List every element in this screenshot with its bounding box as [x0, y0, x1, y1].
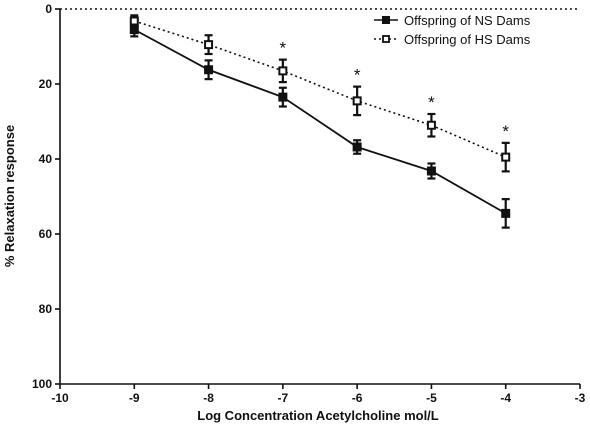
significance-star: * — [502, 122, 509, 141]
x-tick-label: -9 — [129, 391, 140, 405]
y-tick-label: 20 — [39, 77, 53, 91]
x-tick-label: -5 — [426, 391, 437, 405]
significance-star: * — [280, 39, 287, 58]
y-axis-title: % Relaxation response — [2, 125, 17, 267]
data-point — [278, 92, 288, 102]
series-1 — [129, 21, 511, 229]
y-tick-label: 80 — [39, 302, 53, 316]
data-point — [426, 166, 436, 176]
data-point — [352, 142, 362, 152]
significance-star: * — [428, 93, 435, 112]
data-point — [278, 66, 288, 76]
data-point — [501, 152, 511, 162]
significance-star: * — [354, 66, 361, 85]
y-tick-label: 60 — [39, 227, 53, 241]
y-tick-label: 40 — [39, 152, 53, 166]
data-point — [204, 40, 214, 50]
axes: 0 20 40 60 80 100-10 -9 -8 -7 -6 -5 -4 -3 — [32, 2, 586, 405]
data-point — [501, 208, 511, 218]
x-tick-label: -4 — [500, 391, 511, 405]
x-axis-title: Log Concentration Acetylcholine mol/L — [197, 408, 439, 423]
legend-label: Offspring of NS Dams — [404, 13, 531, 28]
annotation-layer: * * * * — [280, 39, 510, 141]
y-tick-label: 0 — [45, 2, 52, 16]
x-tick-label: -10 — [51, 391, 69, 405]
legend-label: Offspring of HS Dams — [404, 32, 531, 47]
series-layer — [129, 14, 511, 229]
legend: Offspring of NS Dams Offspring of HS Dams — [374, 13, 531, 47]
series-line — [133, 28, 507, 215]
x-tick-label: -7 — [278, 391, 289, 405]
data-point — [204, 65, 214, 75]
data-point — [426, 120, 436, 130]
data-point — [129, 16, 139, 26]
legend-item-2: Offspring of HS Dams — [374, 32, 531, 47]
series-2 — [129, 14, 511, 173]
series-line — [134, 20, 507, 158]
data-point — [352, 96, 362, 106]
x-tick-label: -8 — [203, 391, 214, 405]
x-tick-label: -6 — [352, 391, 363, 405]
legend-marker — [382, 35, 390, 43]
y-tick-label: 100 — [32, 377, 52, 391]
data-point — [129, 25, 139, 35]
legend-marker — [382, 16, 390, 24]
x-tick-label: -3 — [575, 391, 586, 405]
legend-item-1: Offspring of NS Dams — [374, 13, 531, 28]
